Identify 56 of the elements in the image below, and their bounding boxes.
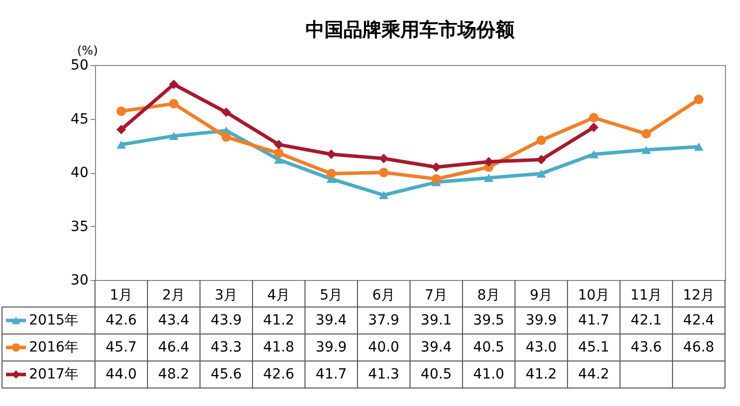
x-tick-label: 9月: [530, 288, 553, 304]
x-tick-label: 11月: [630, 288, 662, 304]
data-label: 39.1: [420, 312, 452, 328]
y-tick-label: 30: [70, 272, 88, 288]
data-label: 40.5: [420, 366, 452, 382]
data-label: 45.1: [578, 340, 610, 356]
data-label: 41.3: [368, 366, 400, 382]
data-label: 41.7: [578, 312, 610, 328]
data-label: 42.4: [683, 312, 714, 328]
data-label: 41.0: [473, 366, 504, 382]
data-label: 41.7: [316, 366, 347, 382]
x-tick-label: 3月: [214, 288, 238, 304]
data-label: 39.5: [473, 312, 504, 328]
data-label: 39.4: [316, 312, 347, 328]
x-tick-label: 1月: [110, 288, 133, 304]
data-label: 39.9: [316, 340, 347, 356]
x-tick-label: 5月: [320, 288, 343, 304]
x-tick-label: 2月: [162, 288, 186, 304]
data-label: 41.8: [263, 340, 294, 356]
y-axis-title: (%): [77, 44, 98, 58]
x-tick-label: 6月: [372, 288, 396, 304]
data-label: 43.9: [210, 312, 242, 328]
data-label: 46.8: [683, 340, 714, 356]
data-label: 44.2: [578, 366, 610, 382]
data-label: 43.4: [158, 312, 190, 328]
data-label: 42.6: [263, 366, 294, 382]
data-label: 37.9: [368, 312, 400, 328]
data-label: 45.6: [210, 366, 242, 382]
data-label: 42.1: [630, 312, 662, 328]
y-tick-label: 50: [70, 58, 88, 74]
x-tick-label: 7月: [424, 288, 448, 304]
data-label: 39.9: [526, 312, 557, 328]
data-label: 48.2: [158, 366, 190, 382]
data-label: 39.4: [420, 340, 452, 356]
x-tick-label: 12月: [682, 288, 715, 304]
y-tick-label: 45: [70, 111, 88, 128]
x-tick-label: 4月: [267, 288, 290, 304]
data-label: 42.6: [106, 312, 137, 328]
data-label: 40.0: [368, 340, 400, 356]
data-label: 40.5: [473, 340, 504, 356]
legend-label: 2015年: [29, 312, 79, 328]
data-label: 43.0: [526, 340, 557, 356]
data-label: 43.3: [210, 340, 242, 356]
y-tick-label: 40: [70, 165, 88, 181]
chart-title: 中国品牌乘用车市场份额: [306, 19, 516, 41]
data-label: 41.2: [526, 366, 557, 382]
data-label: 41.2: [263, 312, 294, 328]
data-label: 43.6: [630, 340, 662, 356]
data-label: 45.7: [106, 340, 137, 356]
data-label: 46.4: [158, 340, 190, 356]
legend-label: 2017年: [29, 366, 79, 382]
y-tick-label: 35: [70, 218, 88, 235]
x-tick-label: 10月: [578, 288, 610, 304]
legend-label: 2016年: [29, 340, 79, 356]
x-tick-label: 8月: [477, 288, 500, 304]
data-label: 44.0: [106, 366, 137, 382]
